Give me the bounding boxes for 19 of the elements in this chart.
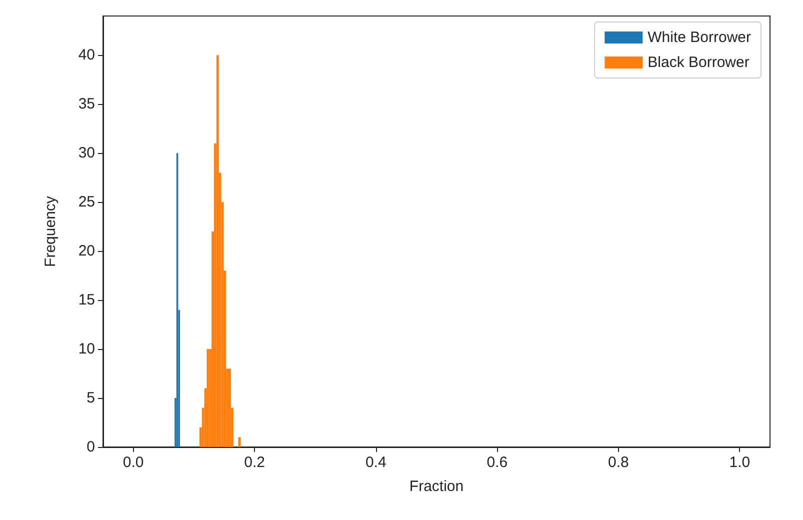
legend-label: Black Borrower bbox=[648, 54, 750, 71]
legend-label: White Borrower bbox=[648, 29, 752, 46]
y-tick-label: 10 bbox=[78, 340, 95, 358]
y-tick-label: 30 bbox=[78, 144, 95, 162]
x-axis-title: Fraction bbox=[409, 478, 464, 495]
y-tick-label: 25 bbox=[78, 194, 95, 211]
x-tick-label: 1.0 bbox=[729, 454, 750, 471]
x-tick-label: 0.2 bbox=[244, 454, 266, 471]
y-tick-label: 35 bbox=[78, 96, 95, 113]
x-tick-label: 0.4 bbox=[365, 454, 386, 471]
y-tick-label: 15 bbox=[78, 292, 95, 309]
y-tick-label: 5 bbox=[86, 390, 95, 407]
y-tick-label: 0 bbox=[86, 438, 95, 456]
x-tick-label: 0.0 bbox=[122, 454, 144, 471]
x-tick-label: 0.8 bbox=[608, 454, 629, 471]
x-tick-label: 0.6 bbox=[486, 454, 508, 471]
y-tick-label: 20 bbox=[78, 242, 95, 260]
y-tick-label: 40 bbox=[78, 46, 95, 64]
y-axis-title: Frequency bbox=[42, 196, 59, 267]
